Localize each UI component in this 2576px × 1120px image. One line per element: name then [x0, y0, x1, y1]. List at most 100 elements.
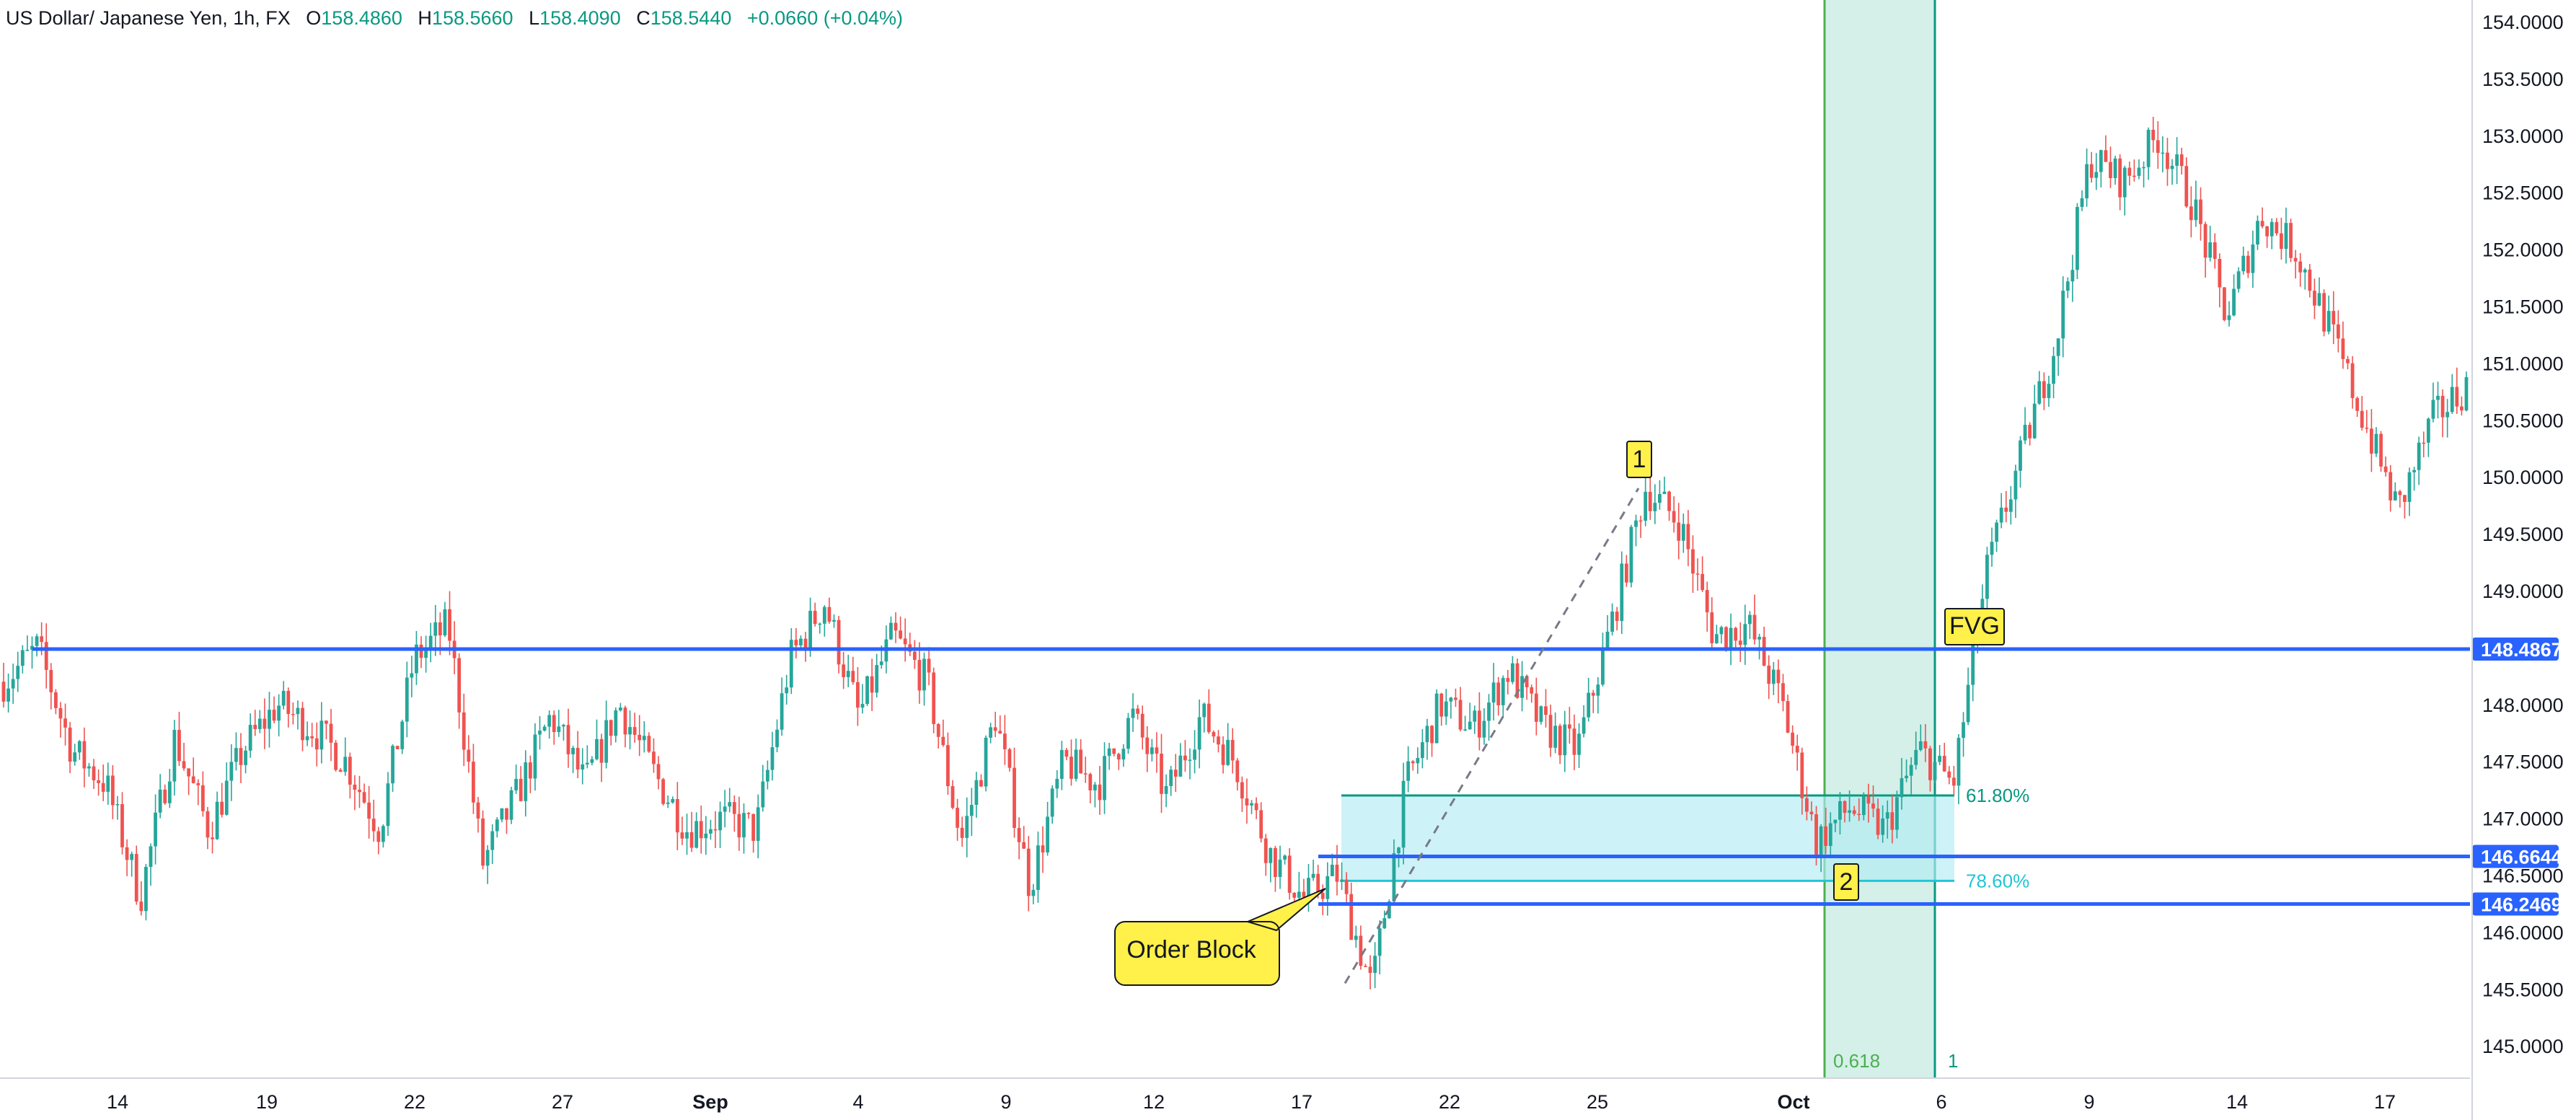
candle-body: [519, 778, 523, 801]
candle-body: [1491, 682, 1496, 703]
candle-body: [789, 640, 793, 688]
candle-body: [1947, 771, 1951, 778]
candle-body: [585, 762, 589, 764]
y-tick-label: 151.0000: [2482, 353, 2564, 374]
x-tick-label: 19: [256, 1091, 278, 1113]
candle-body: [1326, 876, 1330, 899]
candle-body: [2265, 226, 2270, 237]
candle-body: [822, 607, 826, 624]
candle-body: [1401, 780, 1406, 848]
candle-body: [220, 801, 224, 815]
candle-body: [1752, 614, 1757, 640]
candle-body: [2070, 270, 2075, 282]
fib-time-zone[interactable]: 0.618 1: [1823, 0, 1958, 1078]
candle-body: [1235, 760, 1240, 782]
y-tick-label: 153.5000: [2482, 69, 2564, 90]
candle-body: [167, 781, 172, 803]
candle-body: [2417, 442, 2421, 470]
candle-body: [2089, 164, 2094, 178]
candle-body: [376, 831, 381, 842]
swing-dashed-line[interactable]: [1344, 488, 1640, 984]
time-axis[interactable]: 14 19 22 27 Sep 4 9 12 17 22 25 Oct 6 9 14 17: [0, 1077, 2470, 1113]
candle-body: [476, 802, 480, 819]
candle-body: [1610, 612, 1615, 632]
candle-body: [1804, 798, 1809, 812]
candle-body: [2422, 442, 2426, 444]
candle-body: [97, 780, 100, 783]
candle-body: [2032, 403, 2037, 438]
candle-body: [1966, 684, 1970, 723]
candle-body: [338, 770, 343, 772]
candle-body: [2388, 472, 2393, 501]
candle-body: [244, 750, 247, 765]
candle-body: [381, 826, 385, 842]
candle-body: [2170, 165, 2174, 169]
candle-body: [1729, 627, 1733, 648]
candle-body: [1131, 708, 1135, 718]
fvg-marker[interactable]: [1944, 608, 2005, 645]
candle-body: [224, 780, 229, 815]
order-block-callout[interactable]: [1114, 888, 1326, 986]
point-2-marker[interactable]: [1833, 863, 1859, 901]
candle-body: [2289, 223, 2293, 258]
candle-body: [196, 782, 200, 785]
candle-body: [1572, 728, 1576, 755]
candle-body: [671, 798, 675, 803]
candle-body: [2080, 198, 2084, 207]
price-tag-label: 146.6644: [2481, 847, 2562, 868]
candle-body: [1411, 761, 1415, 764]
candle-body: [1558, 726, 1562, 756]
candle-body: [419, 644, 423, 658]
candle-body: [889, 622, 893, 640]
annotations[interactable]: Order Block FVG 1 2: [1114, 441, 2005, 986]
candle-body: [1316, 873, 1320, 893]
candle-body: [1624, 563, 1628, 583]
candle-body: [1103, 756, 1106, 801]
candle-body: [1644, 491, 1648, 521]
y-tick-label: 146.0000: [2482, 922, 2564, 943]
candle-body: [599, 738, 604, 763]
fib-retracement[interactable]: 61.80% 78.60%: [1341, 785, 2029, 891]
x-tick-label: 6: [1936, 1091, 1946, 1113]
candle-body: [115, 803, 120, 806]
candle-body: [1923, 741, 1928, 749]
candle-body: [500, 808, 504, 820]
candle-body: [638, 734, 642, 741]
candle-body: [1534, 693, 1538, 722]
candle-body: [2346, 358, 2350, 363]
candle-body: [1757, 637, 1761, 640]
candle-body: [2393, 491, 2397, 501]
candle-body: [1259, 810, 1263, 839]
candle-body: [1615, 612, 1619, 622]
candle-body: [794, 640, 798, 645]
candle-body: [604, 720, 609, 763]
point-2-label: 2: [1840, 868, 1853, 896]
candle-body: [1434, 693, 1439, 744]
candle-body: [1520, 676, 1524, 698]
horizontal-levels[interactable]: 148.4867 146.6644 146.2469: [32, 637, 2562, 916]
candle-body: [1634, 520, 1638, 527]
candle-body: [1677, 522, 1681, 541]
candle-body: [2464, 376, 2469, 411]
candle-body: [1430, 726, 1434, 744]
candle-body: [495, 819, 499, 832]
time-zone-label-0618: 0.618: [1833, 1050, 1880, 1072]
candle-body: [542, 726, 547, 731]
candle-body: [1359, 935, 1363, 966]
price-tag: [2472, 892, 2559, 916]
close-label: C: [636, 7, 650, 29]
candle-body: [1781, 683, 1785, 702]
candle-body: [1833, 819, 1838, 824]
candle-body: [927, 658, 931, 673]
candle-body: [932, 672, 936, 725]
candle-body: [1416, 758, 1420, 764]
candle-body: [172, 730, 177, 782]
point-1-marker[interactable]: [1626, 441, 1652, 478]
candle-body: [936, 724, 940, 737]
candle-body: [1274, 847, 1277, 878]
candle-body: [1026, 848, 1031, 896]
candle-body: [737, 813, 741, 838]
fib-label-618: 61.80%: [1966, 785, 2029, 806]
price-axis[interactable]: 154.0000 153.5000 153.0000 152.5000 152.0000…: [2471, 0, 2564, 1120]
